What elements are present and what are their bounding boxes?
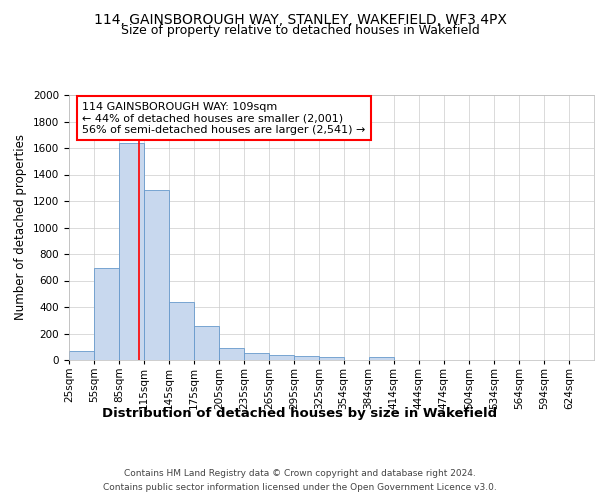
Bar (144, 190, 169, 360)
Text: 114 GAINSBOROUGH WAY: 109sqm
← 44% of detached houses are smaller (2,001)
56% of: 114 GAINSBOROUGH WAY: 109sqm ← 44% of de… (82, 102, 365, 135)
Bar (69, 352, 94, 360)
Bar (119, 144, 144, 360)
Bar (169, 302, 194, 360)
Bar (244, 352, 269, 360)
Text: Contains HM Land Registry data © Crown copyright and database right 2024.: Contains HM Land Registry data © Crown c… (124, 469, 476, 478)
Text: Contains public sector information licensed under the Open Government Licence v3: Contains public sector information licen… (103, 483, 497, 492)
Bar (319, 358, 344, 360)
Bar (94, 268, 119, 360)
Y-axis label: Number of detached properties: Number of detached properties (14, 134, 28, 320)
Text: 114, GAINSBOROUGH WAY, STANLEY, WAKEFIELD, WF3 4PX: 114, GAINSBOROUGH WAY, STANLEY, WAKEFIEL… (94, 12, 506, 26)
Bar (194, 326, 219, 360)
Text: Size of property relative to detached houses in Wakefield: Size of property relative to detached ho… (121, 24, 479, 37)
Bar (219, 348, 244, 360)
Bar (295, 356, 319, 360)
Bar (368, 358, 394, 360)
Text: Distribution of detached houses by size in Wakefield: Distribution of detached houses by size … (103, 408, 497, 420)
Bar (269, 354, 295, 360)
